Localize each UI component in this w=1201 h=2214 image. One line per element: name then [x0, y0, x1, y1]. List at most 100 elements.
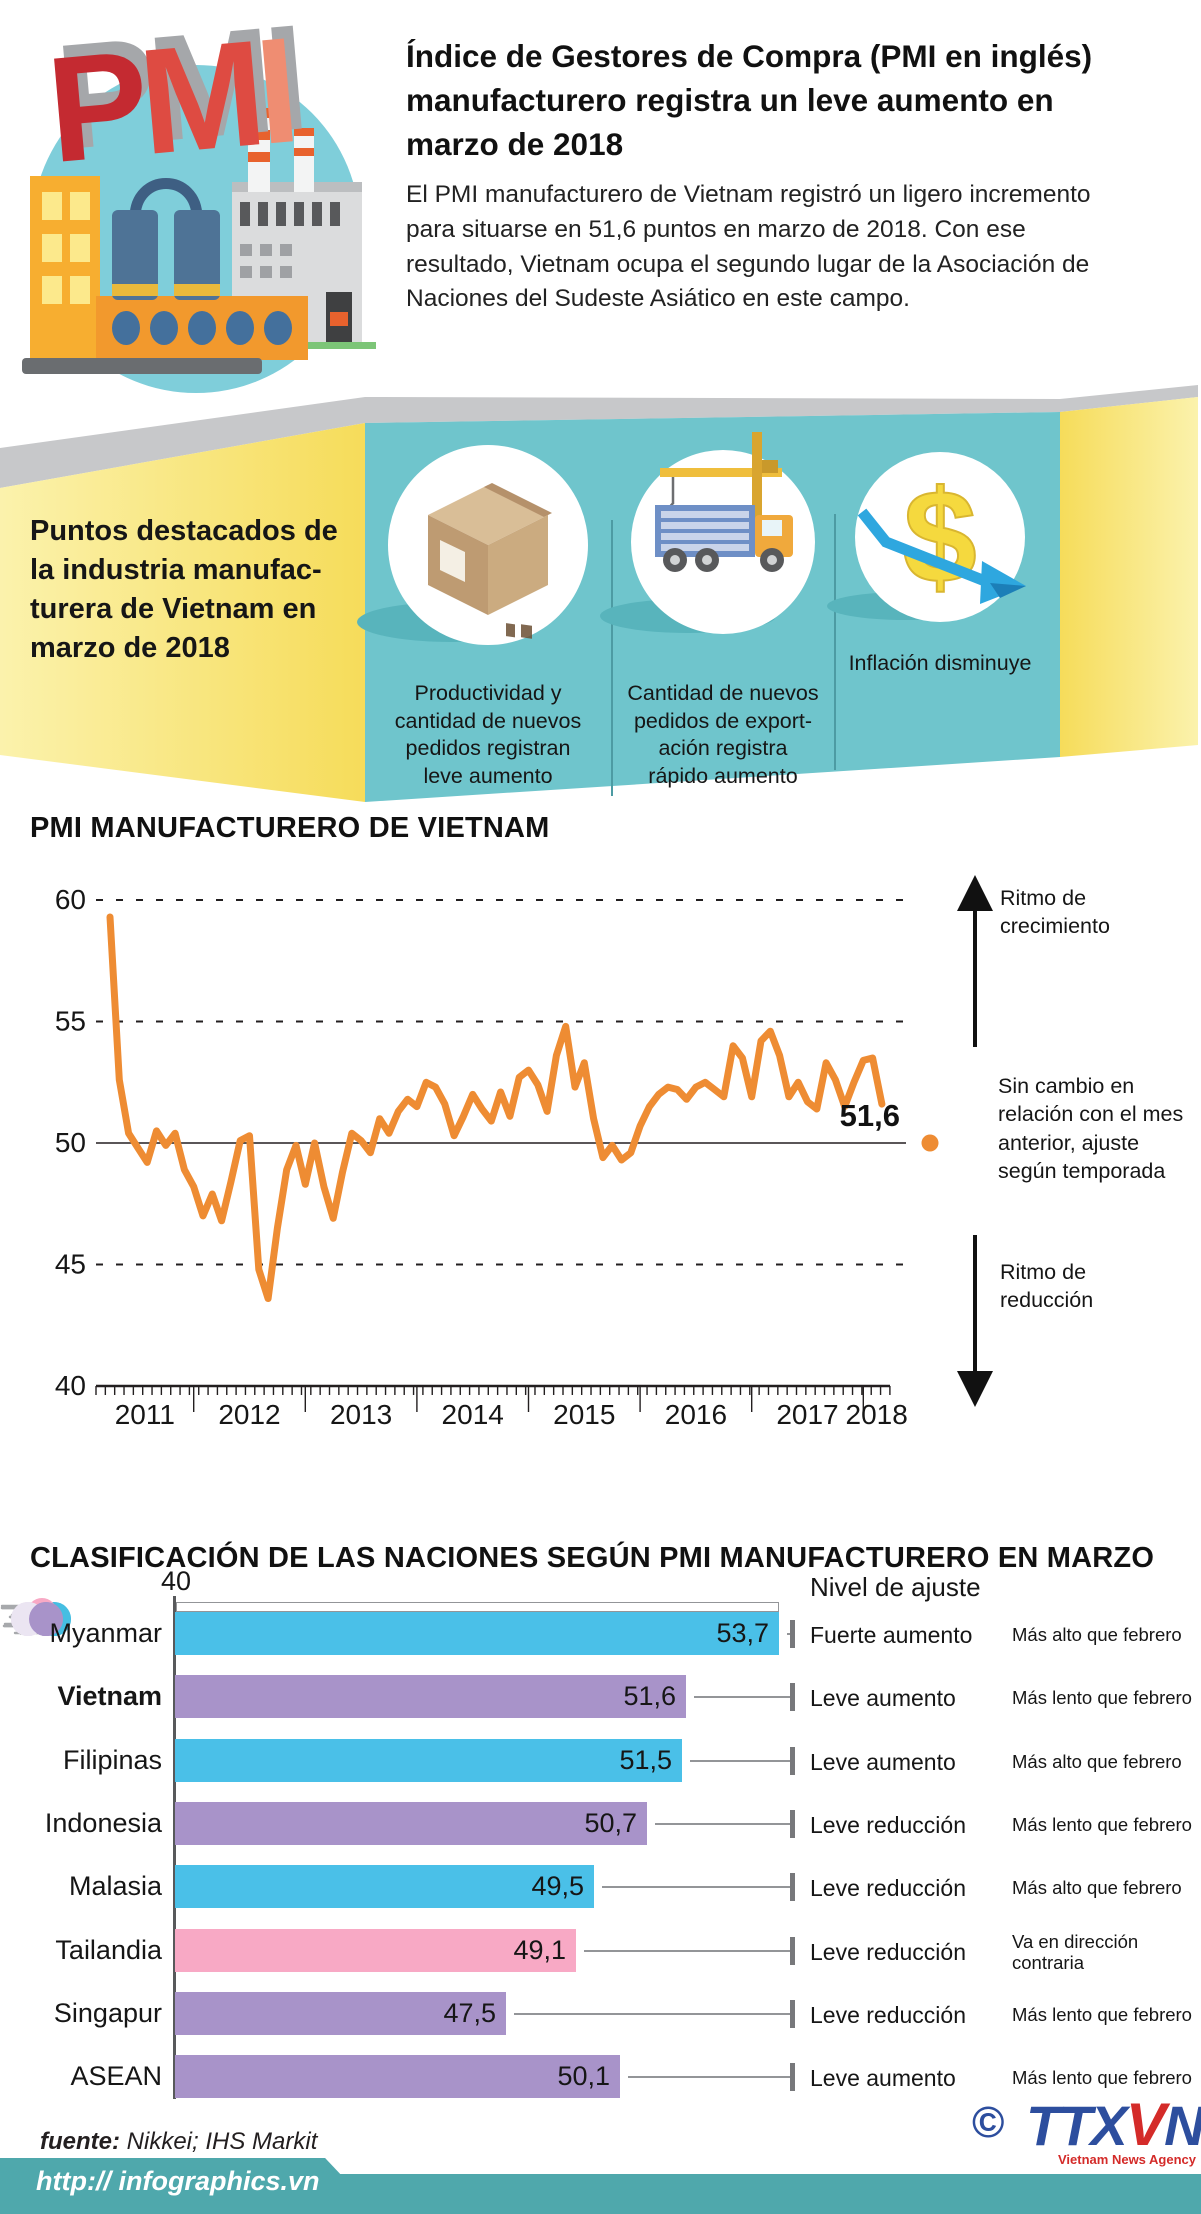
- source-label: fuente:: [40, 2128, 120, 2155]
- text-line: Índice de Gestores de Compra (PMI en ing…: [406, 38, 1093, 74]
- comparison-text: Más alto que febrero: [1012, 1877, 1198, 1899]
- source-note: fuente: Nikkei; IHS Markit: [40, 2128, 317, 2156]
- page-intro: El PMI manufacturero de Vietnam registró…: [406, 178, 1176, 317]
- y-tick-45: 45: [55, 1249, 86, 1280]
- x-axis-year-labels: 2011 2012 2013 2014 2015 2016 2017 2018: [115, 1399, 908, 1430]
- year-label-2015: 2015: [553, 1399, 615, 1430]
- year-label-2016: 2016: [665, 1399, 727, 1430]
- text-line: marzo de 2018: [30, 631, 230, 664]
- bar-connector-line: [690, 1759, 790, 1762]
- pmi-3d-letters: PMI PMI: [41, 4, 306, 195]
- logo-n: N: [1164, 2094, 1201, 2157]
- factory-illustration: [22, 108, 376, 374]
- top-gray-band: [0, 385, 1198, 488]
- bar-value-label: 50,7: [584, 1807, 637, 1838]
- text-line: manufacturero registra un leve aumento e…: [406, 82, 1054, 119]
- right-yellow-panel: [1060, 397, 1198, 757]
- text-line: Cantidad de nuevos: [627, 681, 819, 705]
- text-line: cantidad de nuevos: [394, 708, 582, 733]
- text-line: rápido aumento: [648, 763, 798, 788]
- text-line: marzo de 2018: [406, 126, 624, 163]
- text-line: reducción: [1000, 1288, 1094, 1313]
- reduction-annotation: Ritmo de reducción: [1000, 1258, 1200, 1315]
- comparison-text: Más lento que febrero: [1012, 2067, 1198, 2089]
- source-value: Nikkei; IHS Markit: [120, 2128, 318, 2155]
- bar: 49,5: [175, 1865, 594, 1909]
- bar: 53,7: [175, 1612, 779, 1655]
- bar-axis-start-label: 40: [160, 1566, 192, 1596]
- text-line: Más alto que febrero: [1012, 1624, 1182, 1645]
- page-title: Índice de Gestores de Compra (PMI en ing…: [406, 34, 1166, 166]
- bar-axis-line: [173, 1596, 176, 2099]
- bar: 50,7: [175, 1801, 647, 1845]
- bar-connector-line: [787, 1633, 790, 1635]
- level-label: Leve aumento: [810, 1685, 956, 1712]
- bar: 50,1: [175, 2055, 620, 2099]
- pmi-series-line: [106, 913, 886, 1302]
- level-tick: [790, 1936, 795, 1965]
- bar-country-label: Malasia: [68, 1871, 162, 1902]
- agency-name: Vietnam News Agency: [1058, 2152, 1196, 2168]
- no-change-annotation: Sin cambio en relación con el mes anterior…: [998, 1072, 1201, 1186]
- bar: 47,5: [175, 1991, 506, 2035]
- svg-text:$: $: [903, 463, 976, 610]
- level-tick: [790, 1873, 795, 1902]
- bar-connector-line: [694, 1696, 790, 1699]
- year-label-2011: 2011: [115, 1399, 175, 1430]
- chart-gridlines: [96, 899, 906, 1266]
- bar-country-label: Indonesia: [44, 1807, 162, 1838]
- text-line: Más lento que febrero: [1012, 2067, 1192, 2089]
- bar-connector-line: [655, 1822, 790, 1825]
- level-column-header: Nivel de ajuste: [810, 1572, 981, 1602]
- agency-logo-word: TTXVN: [1026, 2094, 1201, 2157]
- left-yellow-panel: [0, 423, 365, 802]
- bar-connector-line: [628, 2076, 790, 2079]
- highlights-panels: $: [0, 385, 1198, 802]
- text-line: anterior, ajuste: [998, 1130, 1140, 1155]
- text-line: Más alto que febrero: [1012, 1877, 1182, 1899]
- text-line: según temporada: [998, 1159, 1166, 1184]
- text-line: Más alto que febrero: [1012, 1750, 1182, 1772]
- bar-country-label: Vietnam: [57, 1681, 162, 1712]
- svg-text:PMI: PMI: [50, 4, 306, 181]
- bar-value-label: 47,5: [443, 1997, 496, 2028]
- text-line: la industria manufac-: [30, 553, 322, 586]
- logo-ttx: TTX: [1026, 2094, 1128, 2157]
- y-tick-50: 50: [55, 1127, 86, 1158]
- bar-country-label: Tailandia: [55, 1934, 162, 1965]
- text-line: para situarse en 51,6 puntos en marzo de…: [406, 215, 1026, 243]
- dollar-decline-icon: $: [857, 462, 1026, 611]
- year-label-2017: 2017: [776, 1399, 838, 1430]
- agency-logo: TTXVN Vietnam News Agency: [1026, 2094, 1201, 2168]
- text-line: pedidos registran: [405, 736, 571, 761]
- level-label: Leve aumento: [810, 1748, 956, 1775]
- comparison-text: Más lento que febrero: [1012, 1814, 1198, 1836]
- footer-url-link[interactable]: http:// infographics.vn: [36, 2166, 320, 2196]
- level-tick: [790, 1809, 795, 1838]
- text-line: Más lento que febrero: [1012, 1813, 1192, 1835]
- text-line: leve aumento: [423, 763, 553, 788]
- bar-value-label: 49,5: [531, 1871, 584, 1902]
- svg-text:PMI: PMI: [41, 6, 297, 195]
- highlight-caption-3: Inflación disminuye: [838, 650, 1042, 678]
- comparison-text: Más alto que febrero: [1012, 1624, 1198, 1646]
- level-label: Leve reducción: [810, 2001, 966, 2028]
- bar-connector-line: [602, 1886, 790, 1889]
- footer-bar: [0, 2174, 1201, 2214]
- truck-crane-icon: [655, 432, 793, 572]
- text-line: El PMI manufacturero de Vietnam registró…: [406, 181, 1091, 208]
- growth-annotation: Ritmo de crecimiento: [1000, 884, 1200, 941]
- level-label: Leve reducción: [810, 1875, 966, 1902]
- text-line: Sin cambio en: [998, 1074, 1135, 1098]
- bar-value-label: 49,1: [513, 1934, 566, 1965]
- level-label: Fuerte aumento: [810, 1622, 973, 1648]
- text-line: Naciones del Sudeste Asiático en este ca…: [406, 285, 910, 313]
- level-tick: [790, 1999, 795, 2028]
- bar-value-label: 53,7: [716, 1618, 769, 1648]
- y-tick-55: 55: [55, 1006, 86, 1037]
- bar-country-label: Singapur: [53, 1997, 162, 2028]
- y-axis-labels: 60 55 50 45 40: [55, 884, 86, 1401]
- line-chart-title: PMI MANUFACTURERO DE VIETNAM: [30, 812, 550, 844]
- bar-connector-line: [514, 2012, 790, 2015]
